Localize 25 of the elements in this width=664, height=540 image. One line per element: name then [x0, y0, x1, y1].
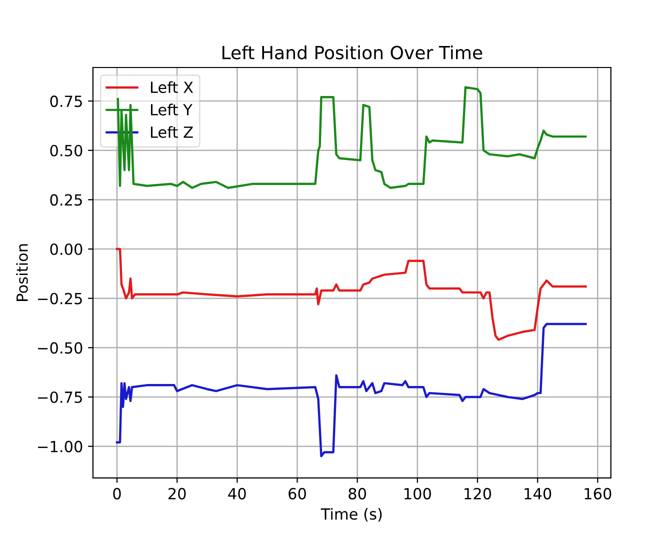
x-tick-label: 120	[464, 488, 492, 500]
line-series	[116, 322, 587, 458]
x-tick-label: 40	[228, 488, 246, 500]
y-tick-label: 0.50	[50, 144, 82, 156]
x-tick-label: 80	[348, 488, 366, 500]
x-tick-label: 0	[113, 488, 121, 500]
x-tick-label: 140	[524, 488, 552, 500]
y-tick-label: 0.75	[50, 96, 82, 108]
x-tick-label: 20	[168, 488, 186, 500]
y-tick-label: −1.00	[38, 440, 82, 452]
y-tick-label: 0.00	[50, 243, 82, 256]
x-axis-title: Time (s)	[320, 508, 382, 522]
x-tick-label: 100	[404, 488, 431, 500]
chart-title: Left Hand Position Over Time	[222, 45, 482, 60]
y-tick-label: −0.50	[38, 342, 82, 354]
legend-label: Left Y	[150, 104, 192, 116]
y-axis-title: Position	[16, 244, 28, 301]
legend-label: Left X	[150, 81, 194, 94]
line-series	[116, 248, 587, 341]
y-tick-label: −0.25	[38, 292, 82, 304]
x-tick-label: 160	[584, 488, 612, 500]
y-tick-label: −0.75	[38, 391, 82, 404]
legend-label: Left Z	[150, 126, 193, 138]
y-tick-label: 0.25	[50, 194, 82, 206]
x-tick-label: 60	[288, 488, 306, 500]
